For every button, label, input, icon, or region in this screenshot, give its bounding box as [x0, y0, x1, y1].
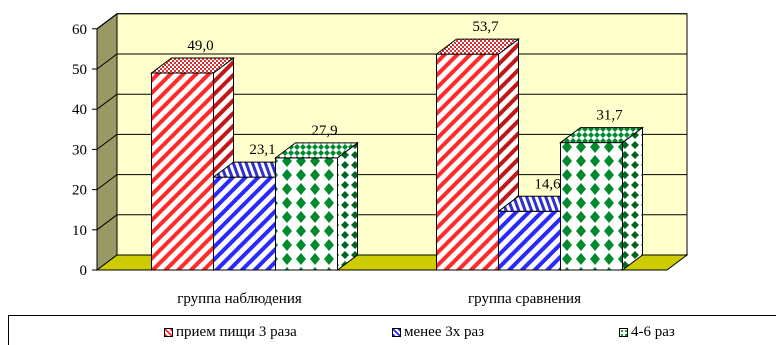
legend-label: менее 3х раз [404, 324, 485, 340]
x-category-label: группа наблюдения [177, 291, 302, 307]
data-label: 27,9 [311, 123, 337, 139]
data-label: 53,7 [472, 19, 499, 35]
bar-front [213, 176, 276, 271]
x-category-label: группа сравнения [468, 291, 581, 307]
bar-top [558, 127, 645, 144]
bar-top [274, 142, 359, 159]
legend-swatch-blue [392, 328, 401, 337]
legend-item-4-6: 4-6 раз [619, 324, 675, 341]
bar-top [149, 57, 236, 74]
y-tick-label: 10 [72, 223, 87, 239]
legend-item-less-3: менее 3х раз [392, 324, 484, 341]
bar-side [337, 141, 358, 271]
bar-chart: 0 10 20 30 40 50 60 группа наблюдения 49,0 23,1 2… [72, 12, 689, 307]
y-tick-label: 50 [72, 62, 87, 78]
y-tick-label: 40 [72, 102, 87, 118]
y-tick-label: 20 [72, 183, 87, 199]
y-tick-label: 60 [72, 22, 87, 38]
bar [558, 126, 645, 271]
y-tick-label: 30 [72, 142, 87, 158]
bar-front [498, 210, 561, 271]
bar-front [436, 53, 499, 271]
bar [274, 141, 359, 271]
gridline [96, 13, 687, 30]
bar-side [622, 126, 643, 271]
bar-front [275, 157, 338, 271]
legend-label: прием пищи 3 раза [176, 324, 297, 340]
data-label: 49,0 [187, 38, 213, 54]
data-label: 31,7 [596, 108, 623, 124]
legend-label: 4-6 раз [631, 324, 675, 340]
legend-item-3-times: прием пищи 3 раза [164, 324, 297, 341]
data-label: 23,1 [249, 142, 275, 158]
data-label: 14,6 [534, 176, 561, 192]
legend-swatch-red [164, 328, 173, 337]
bar-top [435, 38, 520, 55]
chart-legend: прием пищи 3 раза менее 3х раз 4-6 раз [8, 315, 776, 345]
bar-front [560, 142, 623, 271]
bar [149, 57, 236, 271]
legend-swatch-green [619, 328, 628, 337]
y-tick-label: 0 [80, 263, 88, 279]
bar-front [151, 72, 214, 271]
